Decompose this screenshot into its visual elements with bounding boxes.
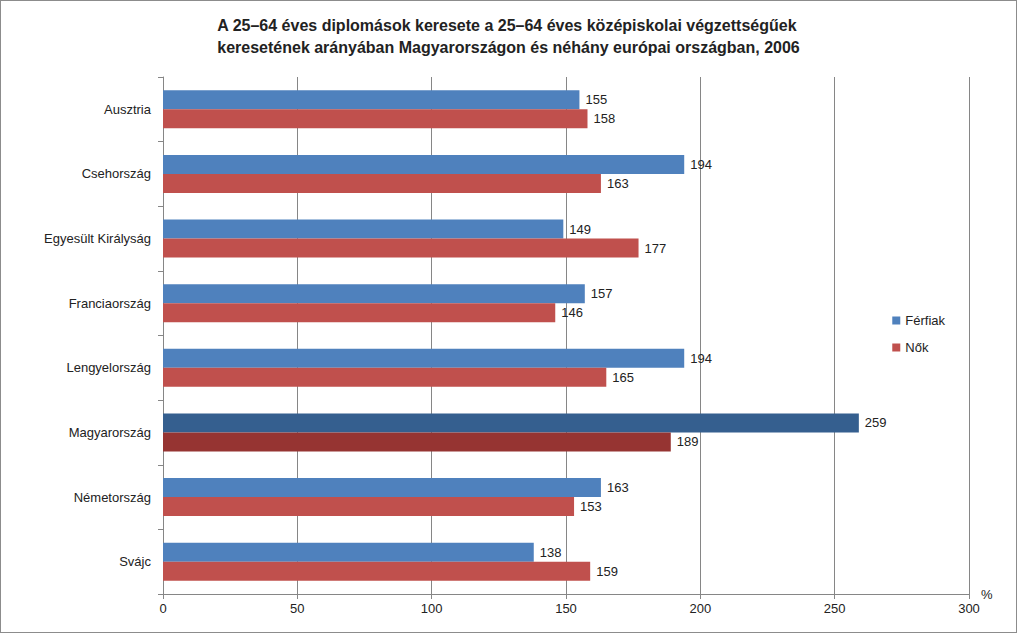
svg-text:149: 149 xyxy=(569,222,591,237)
svg-text:158: 158 xyxy=(593,111,615,126)
svg-text:150: 150 xyxy=(555,601,577,616)
svg-text:Franciaország: Franciaország xyxy=(69,296,151,311)
svg-text:159: 159 xyxy=(596,564,618,579)
svg-text:Svájc: Svájc xyxy=(119,554,151,569)
svg-text:138: 138 xyxy=(540,545,562,560)
svg-text:177: 177 xyxy=(645,241,667,256)
svg-text:Férfiak: Férfiak xyxy=(905,313,945,328)
svg-text:Egyesült Királyság: Egyesült Királyság xyxy=(44,231,151,246)
svg-text:A 25–64 éves diplomások kerese: A 25–64 éves diplomások keresete a 25–64… xyxy=(217,17,796,34)
svg-text:300: 300 xyxy=(958,601,980,616)
svg-text:165: 165 xyxy=(612,370,634,385)
svg-text:200: 200 xyxy=(689,601,711,616)
svg-text:Lengyelország: Lengyelország xyxy=(66,360,151,375)
svg-text:163: 163 xyxy=(607,176,629,191)
svg-text:189: 189 xyxy=(677,434,699,449)
svg-text:194: 194 xyxy=(690,351,712,366)
svg-text:194: 194 xyxy=(690,157,712,172)
svg-text:Ausztria: Ausztria xyxy=(104,102,152,117)
svg-text:153: 153 xyxy=(580,499,602,514)
svg-text:Németország: Németország xyxy=(74,490,151,505)
svg-text:%: % xyxy=(981,587,993,602)
svg-text:157: 157 xyxy=(591,286,613,301)
svg-text:50: 50 xyxy=(290,601,304,616)
svg-text:146: 146 xyxy=(561,305,583,320)
svg-text:100: 100 xyxy=(421,601,443,616)
svg-text:259: 259 xyxy=(865,415,887,430)
svg-text:Csehország: Csehország xyxy=(82,166,151,181)
svg-text:keresetének arányában Magyaror: keresetének arányában Magyarországon és … xyxy=(217,39,800,56)
svg-text:250: 250 xyxy=(824,601,846,616)
svg-text:Magyarország: Magyarország xyxy=(69,425,151,440)
svg-text:0: 0 xyxy=(159,601,166,616)
svg-text:163: 163 xyxy=(607,480,629,495)
svg-text:Nők: Nők xyxy=(905,340,929,355)
svg-text:155: 155 xyxy=(585,92,607,107)
